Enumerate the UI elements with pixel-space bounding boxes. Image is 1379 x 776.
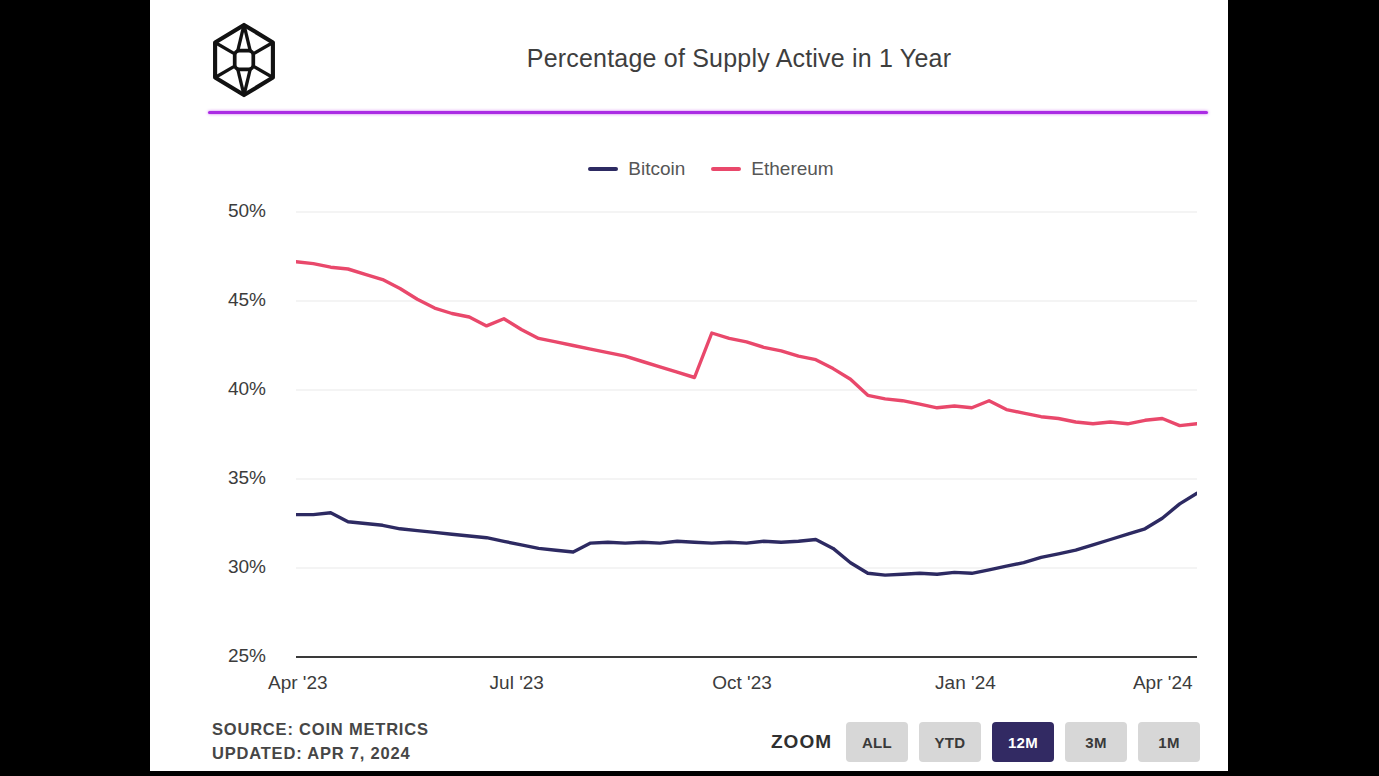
y-tick-label: 40% [186,378,266,400]
y-tick-label: 50% [186,200,266,222]
legend-label: Bitcoin [628,158,685,180]
y-tick-label: 30% [186,556,266,578]
legend-label: Ethereum [751,158,833,180]
zoom-button-all[interactable]: ALL [846,722,908,762]
coin-metrics-logo-icon [212,22,276,98]
ethereum-line [296,262,1197,426]
x-tick-label: Apr '23 [268,672,328,694]
chart-title: Percentage of Supply Active in 1 Year [350,44,1128,73]
legend-item-bitcoin[interactable]: Bitcoin [588,158,685,180]
chart-card: Percentage of Supply Active in 1 Year Bi… [150,0,1228,771]
y-tick-label: 45% [186,289,266,311]
updated-line: UPDATED: APR 7, 2024 [212,741,429,765]
chart-legend: Bitcoin Ethereum [296,155,1126,183]
plot-area [296,206,1197,666]
bitcoin-swatch-icon [588,167,618,171]
y-tick-label: 35% [186,467,266,489]
zoom-controls: ZOOM ALL YTD 12M 3M 1M [771,722,1200,762]
zoom-button-12m[interactable]: 12M [992,722,1054,762]
y-tick-label: 25% [186,645,266,667]
zoom-button-3m[interactable]: 3M [1065,722,1127,762]
source-note: SOURCE: COIN METRICS UPDATED: APR 7, 202… [212,717,429,765]
x-tick-label: Jan '24 [935,672,996,694]
x-tick-label: Apr '24 [1133,672,1193,694]
bitcoin-line [296,493,1197,575]
zoom-button-1m[interactable]: 1M [1138,722,1200,762]
zoom-label: ZOOM [771,731,832,753]
legend-item-ethereum[interactable]: Ethereum [711,158,833,180]
ethereum-swatch-icon [711,167,741,171]
x-tick-label: Jul '23 [490,672,544,694]
accent-divider [208,111,1208,114]
source-line: SOURCE: COIN METRICS [212,717,429,741]
zoom-button-ytd[interactable]: YTD [919,722,981,762]
screenshot-canvas: Percentage of Supply Active in 1 Year Bi… [0,0,1379,776]
x-tick-label: Oct '23 [712,672,772,694]
